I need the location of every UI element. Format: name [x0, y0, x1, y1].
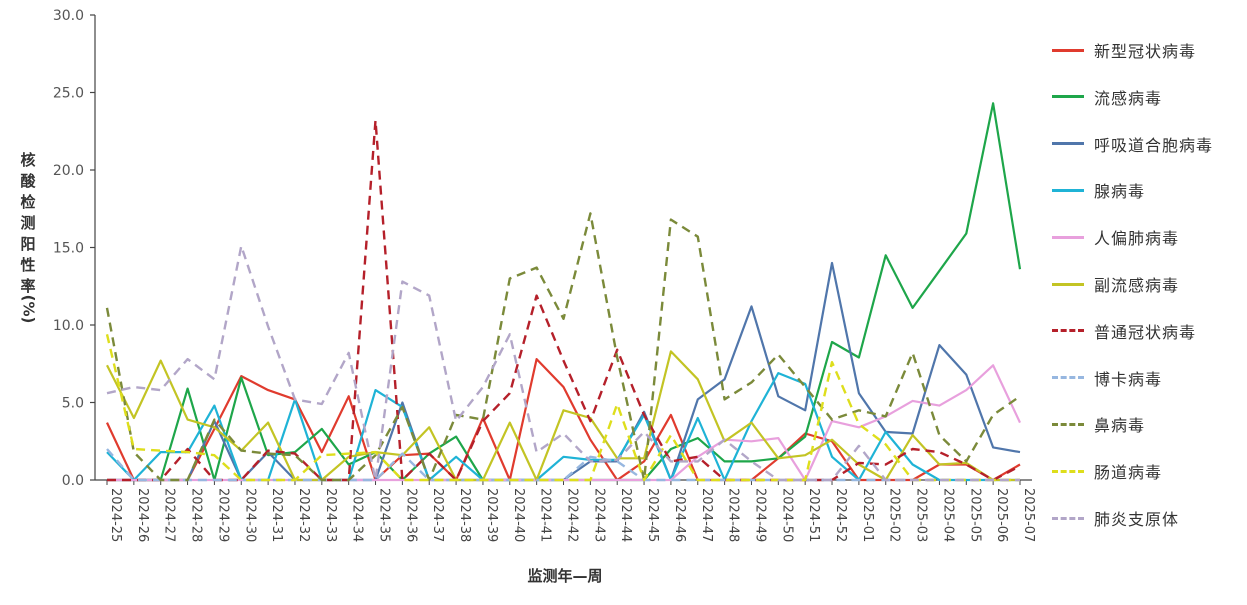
legend-item[interactable]: 呼吸道合胞病毒	[1052, 132, 1213, 156]
y-tick-label: 20.0	[53, 163, 84, 179]
x-tick-label: 2025-07	[1021, 488, 1036, 542]
y-tick-label: 10.0	[53, 318, 84, 334]
x-tick-label: 2024-31	[269, 488, 284, 542]
x-tick-label: 2024-51	[806, 488, 821, 542]
x-tick-label: 2024-52	[833, 488, 848, 542]
series-line-11	[106, 244, 1020, 482]
legend-label: 鼻病毒	[1094, 416, 1146, 436]
y-axis-title-text-3: 检	[20, 193, 36, 211]
x-tick-label: 2024-35	[377, 488, 392, 542]
legend-label: 流感病毒	[1094, 88, 1163, 108]
series-line-1	[106, 358, 1021, 482]
legend-swatch	[1052, 235, 1084, 239]
y-axis-title-text-2: 酸	[20, 172, 36, 190]
x-tick-label: 2024-32	[296, 488, 311, 542]
x-tick-label: 2024-41	[538, 488, 553, 542]
legend-label: 腺病毒	[1094, 182, 1146, 202]
x-tick-label: 2024-45	[645, 488, 660, 542]
series-lines	[105, 102, 1022, 482]
x-tick-label: 2024-50	[779, 488, 794, 542]
x-tick-label: 2024-37	[430, 488, 445, 542]
series-line-8	[106, 448, 1020, 482]
y-axis-title-text-6: 性	[20, 256, 36, 274]
legend-item[interactable]: 流感病毒	[1052, 85, 1162, 109]
legend-item[interactable]: 人偏肺病毒	[1052, 225, 1179, 249]
x-tick-label: 2024-29	[215, 488, 230, 542]
x-tick-label: 2024-40	[511, 488, 526, 542]
legend-swatch	[1052, 48, 1084, 52]
legend-swatch	[1052, 188, 1084, 192]
legend-swatch	[1052, 376, 1084, 380]
y-tick-label: 0.0	[62, 473, 84, 489]
x-tick-label: 2024-34	[350, 488, 365, 542]
x-tick-label: 2025-06	[994, 488, 1009, 542]
legend-item[interactable]: 腺病毒	[1052, 178, 1145, 202]
y-axis: 0.0 5.0 10.0 15.0 20.0 25.0 30.0	[53, 8, 96, 489]
series-line-7	[107, 119, 1021, 482]
y-axis-title-text-4: 测	[20, 214, 36, 232]
legend-item[interactable]: 新型冠状病毒	[1052, 38, 1196, 62]
legend-label: 肠道病毒	[1094, 463, 1163, 483]
x-tick-label: 2024-43	[591, 488, 606, 542]
x-tick-label: 2024-46	[672, 488, 687, 542]
y-tick-label: 25.0	[53, 86, 84, 102]
x-tick-label: 2024-30	[242, 488, 257, 542]
series-line-6	[106, 350, 1020, 482]
legend-item[interactable]: 肺炎支原体	[1052, 506, 1179, 530]
x-tick-label: 2025-01	[860, 488, 875, 542]
x-tick-label: 2025-03	[914, 488, 929, 542]
x-tick-label: 2025-05	[967, 488, 982, 542]
legend-label: 新型冠状病毒	[1094, 42, 1197, 61]
x-tick-label: 2024-27	[162, 488, 177, 542]
x-tick-label: 2024-44	[618, 488, 633, 542]
legend-swatch	[1052, 142, 1084, 146]
x-tick-label: 2024-42	[565, 488, 580, 542]
x-tick-label: 2024-48	[726, 488, 741, 542]
legend-item[interactable]: 鼻病毒	[1052, 412, 1145, 436]
y-tick-label: 30.0	[53, 8, 84, 24]
legend-item[interactable]: 副流感病毒	[1052, 272, 1179, 296]
x-tick-label: 2024-33	[323, 488, 338, 542]
legend-label: 人偏肺病毒	[1094, 229, 1180, 249]
x-tick-label: 2025-02	[887, 488, 902, 542]
x-tick-label: 2024-47	[699, 488, 714, 542]
series-line-9	[105, 212, 1021, 482]
y-axis-title-unit: (%)	[19, 294, 37, 324]
legend-item[interactable]: 博卡病毒	[1052, 366, 1162, 390]
legend-swatch	[1052, 469, 1084, 473]
legend-label: 博卡病毒	[1094, 369, 1163, 389]
x-tick-label: 2024-36	[403, 488, 418, 542]
y-tick-label: 15.0	[53, 241, 84, 257]
legend-swatch	[1052, 422, 1084, 426]
legend-item[interactable]: 肠道病毒	[1052, 459, 1162, 483]
legend-swatch	[1052, 282, 1084, 286]
y-axis-title-text-5: 阳	[20, 235, 36, 253]
series-line-2	[107, 102, 1022, 482]
x-axis: 2024-25 2024-26 2024-27 2024-28 2024-29 2024-…	[95, 479, 1036, 542]
legend-item[interactable]: 普通冠状病毒	[1052, 319, 1196, 343]
y-axis-title-text-1: 核	[20, 151, 36, 169]
y-tick-label: 5.0	[62, 396, 84, 412]
x-tick-label: 2024-49	[752, 488, 767, 542]
legend-label: 普通冠状病毒	[1094, 322, 1197, 342]
x-tick-label: 2024-38	[457, 488, 472, 542]
legend-swatch	[1052, 95, 1084, 99]
x-axis-title: 监测年—周	[527, 567, 603, 585]
x-tick-label: 2024-28	[189, 488, 204, 542]
legend-label: 肺炎支原体	[1094, 510, 1180, 529]
legend-label: 呼吸道合胞病毒	[1094, 135, 1214, 155]
y-axis-title-text-7: 率	[20, 277, 36, 295]
legend-swatch	[1052, 329, 1084, 333]
x-tick-label: 2024-26	[135, 488, 150, 542]
legend-swatch	[1052, 516, 1084, 520]
legend-label: 副流感病毒	[1094, 276, 1180, 295]
series-line-10	[105, 334, 1020, 482]
x-tick-label: 2024-39	[484, 488, 499, 542]
x-tick-label: 2024-25	[108, 488, 123, 542]
y-axis-title: 核 酸 检 测 阳 性 率 (%)	[14, 150, 42, 324]
x-tick-label: 2025-04	[940, 488, 955, 542]
